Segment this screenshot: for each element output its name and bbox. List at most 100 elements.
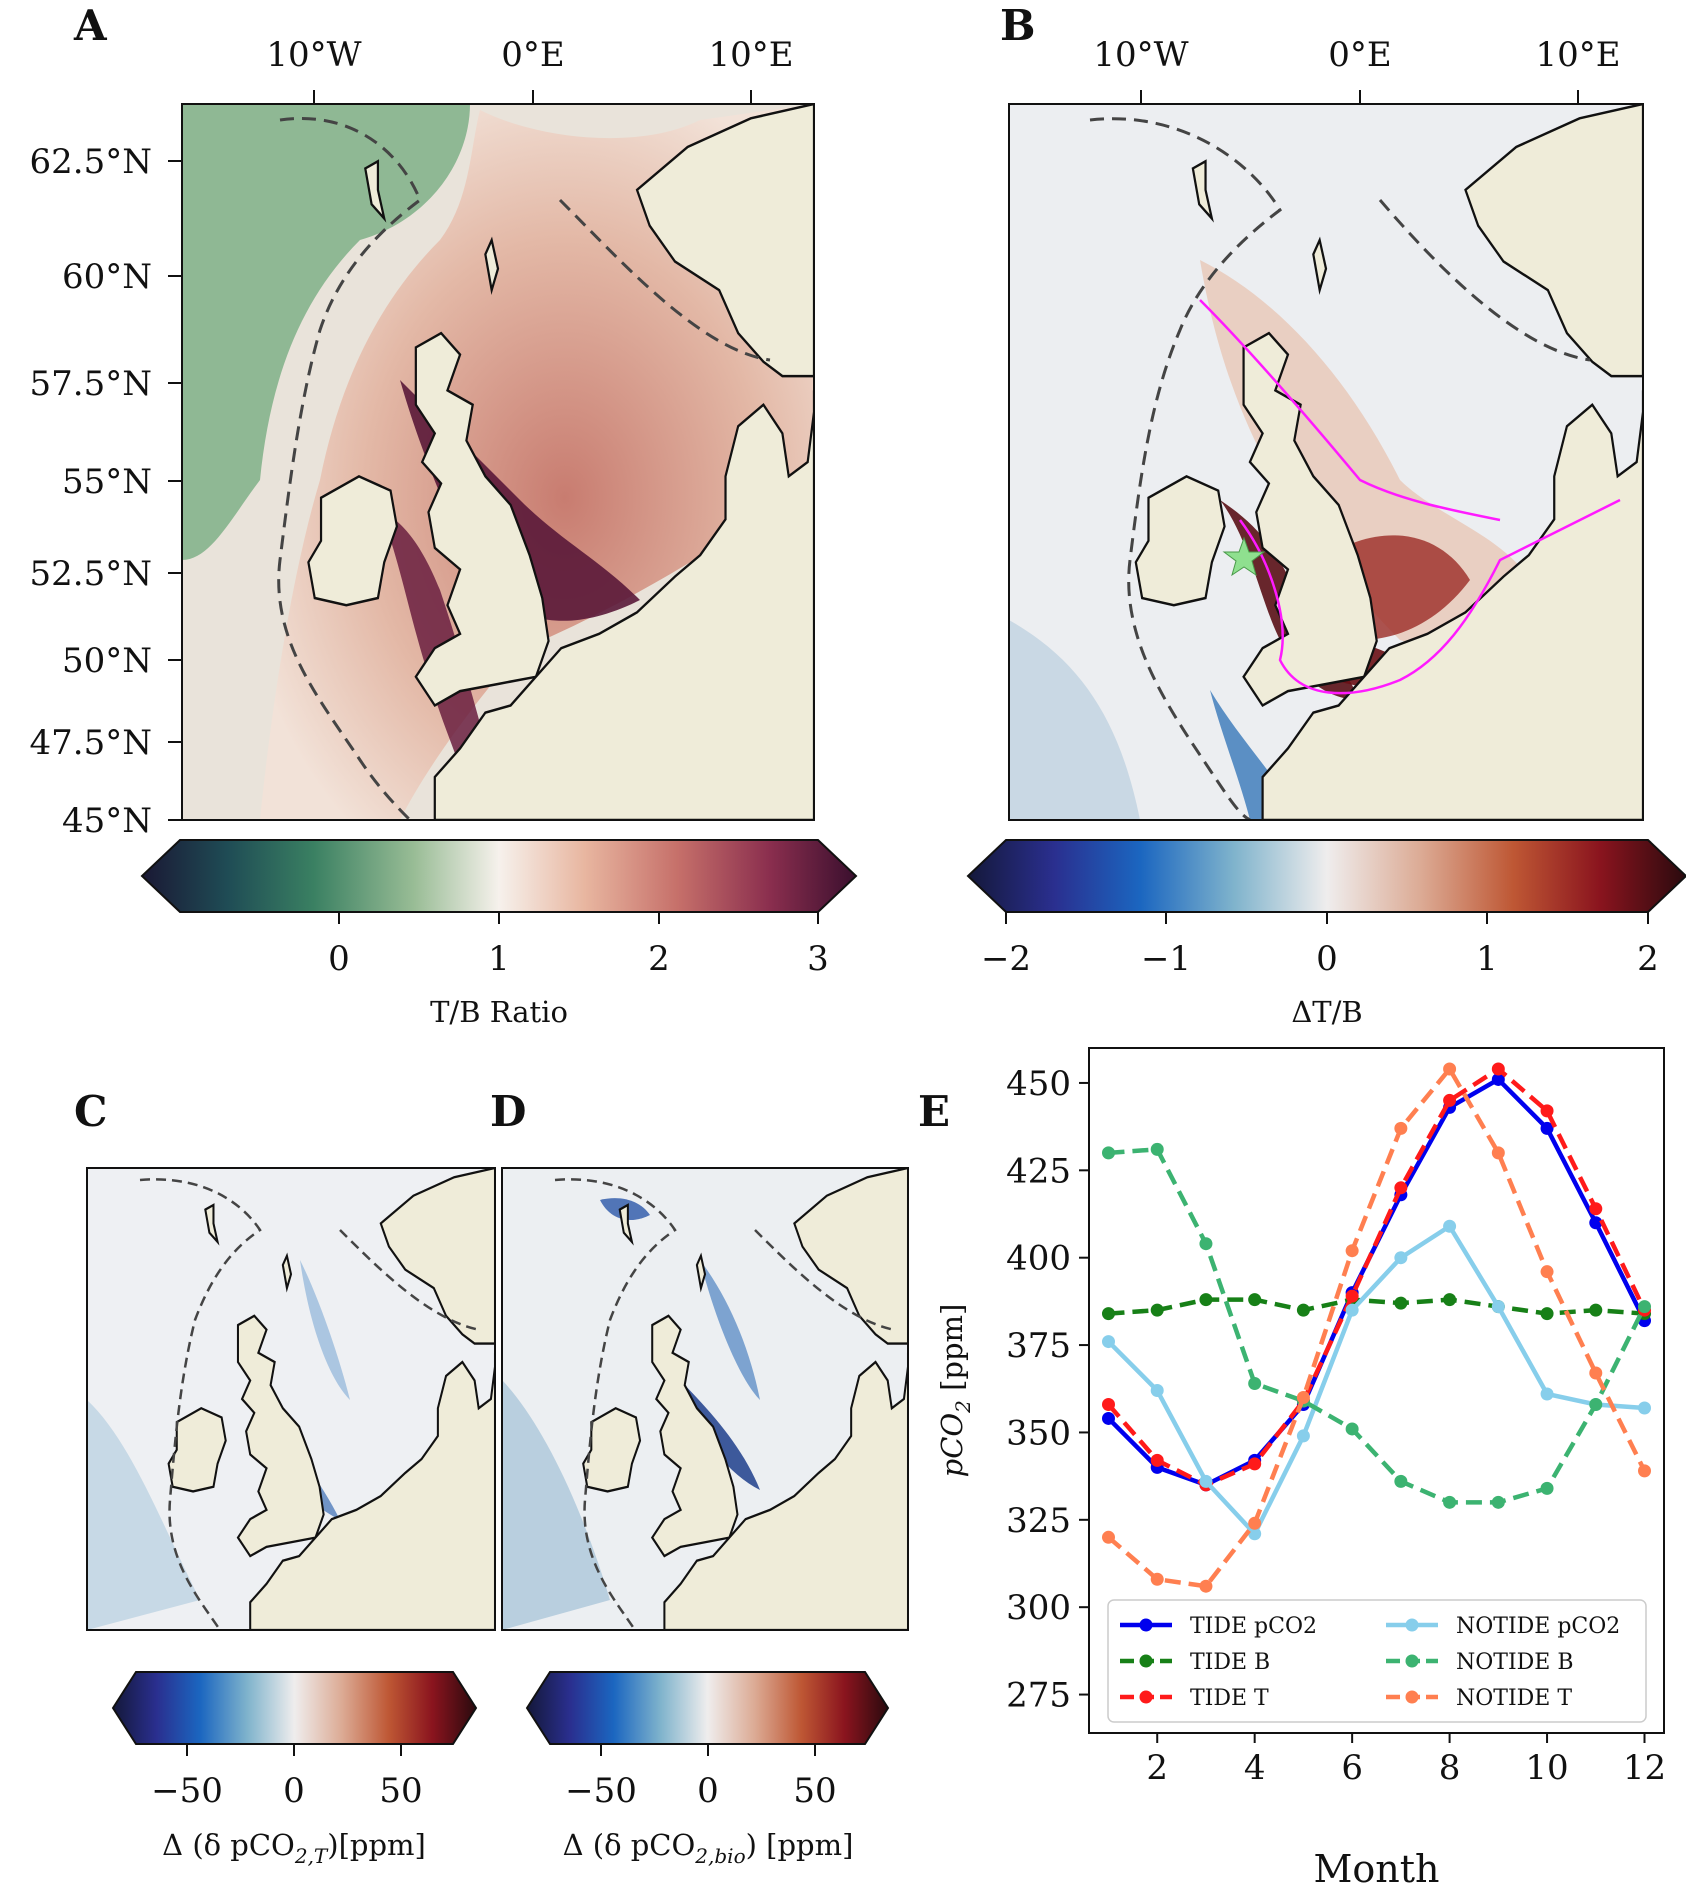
location-star-icon [1222, 536, 1266, 577]
panel-letter: C [74, 1087, 107, 1136]
data-point [1540, 1265, 1554, 1279]
x-tick-label: 10 [1525, 1748, 1568, 1788]
data-point [1101, 1335, 1115, 1349]
legend-box [1107, 1599, 1647, 1723]
data-point [1150, 1142, 1164, 1156]
series-line [1107, 1065, 1647, 1589]
data-point [1345, 1244, 1359, 1258]
data-point [1491, 1072, 1505, 1086]
series-line [1106, 1066, 1647, 1488]
colorbar-label: Δ (δ pCO2,bio) [ppm] [563, 1828, 854, 1868]
colorbar-tick-label: 0 [328, 939, 350, 979]
colorbar-label: Δ (δ pCO2,T)[ppm] [162, 1828, 426, 1868]
data-point [1101, 1530, 1115, 1544]
data-point [1589, 1397, 1603, 1411]
legend-label: TIDE pCO2 [1190, 1614, 1317, 1639]
legend-label: NOTIDE B [1456, 1650, 1574, 1675]
data-point [1540, 1121, 1554, 1135]
panel-d: D −50 0 50 Δ (δ pCO2,bio) [ppm [490, 1087, 909, 1868]
legend-label: NOTIDE pCO2 [1456, 1614, 1620, 1639]
series-tide-t [1101, 1062, 1652, 1492]
data-point [1248, 1516, 1262, 1530]
data-point [1589, 1303, 1603, 1317]
colorbar-d: −50 0 50 Δ (δ pCO2,bio) [ppm] [525, 1671, 890, 1868]
x-axis-label: Month [1313, 1847, 1439, 1888]
series-notide-t [1101, 1062, 1652, 1593]
series-notide-b [1101, 1142, 1652, 1509]
lon-tick-label: 0°E [1328, 35, 1391, 75]
data-point [1540, 1307, 1554, 1321]
data-point [1589, 1366, 1603, 1380]
data-point [1345, 1289, 1359, 1303]
data-point [1345, 1303, 1359, 1317]
legend-marker [1405, 1690, 1419, 1704]
data-point [1248, 1377, 1262, 1391]
series-line [1108, 1147, 1647, 1505]
panel-e: E 2 4 6 8 10 12 275 300 325 350 375 400 425 450 Month p… [918, 1047, 1666, 1888]
lon-tick-label: 10°E [708, 35, 793, 75]
lat-tick-label: 62.5°N [30, 142, 152, 182]
data-point [1443, 1062, 1457, 1076]
series-line [1108, 1297, 1645, 1316]
lat-tick-label: 52.5°N [30, 554, 152, 594]
map-frame [501, 1167, 909, 1631]
data-point [1199, 1474, 1213, 1488]
data-point [1394, 1296, 1408, 1310]
data-point [1443, 1495, 1457, 1509]
data-point [1491, 1146, 1505, 1160]
x-tick-label: 6 [1341, 1748, 1363, 1788]
legend-marker [1139, 1654, 1153, 1668]
legend-marker [1405, 1654, 1419, 1668]
data-point [1248, 1293, 1262, 1307]
lon-tick-label: 10°W [266, 35, 361, 75]
colorbar-tick-label: 3 [807, 939, 829, 979]
data-point [1199, 1293, 1213, 1307]
data-point [1394, 1251, 1408, 1265]
colorbar-tick-label: 50 [793, 1771, 836, 1811]
lat-tick-label: 60°N [62, 257, 152, 297]
data-point [1394, 1121, 1408, 1135]
lat-tick-label: 50°N [62, 641, 152, 681]
colorbar-tick-label: 1 [1476, 939, 1498, 979]
data-point [1101, 1411, 1115, 1425]
panel-letter: A [73, 1, 108, 50]
data-point [1296, 1303, 1310, 1317]
line-chart: 2 4 6 8 10 12 275 300 325 350 375 400 425 450 Month pCO… [935, 1047, 1666, 1888]
data-point [1248, 1457, 1262, 1471]
data-point [1296, 1390, 1310, 1404]
y-tick-label: 300 [1006, 1588, 1071, 1628]
legend: TIDE pCO2 NOTIDE pCO2 TIDE B NOTIDE B TIDE T… [1107, 1599, 1647, 1723]
series-line [1106, 1223, 1645, 1538]
colorbar-tick-label: 50 [379, 1771, 422, 1811]
colorbar-tick-label: −2 [981, 939, 1031, 979]
series-notide-pco2 [1101, 1219, 1652, 1541]
data-point [1150, 1384, 1164, 1397]
legend-marker [1405, 1618, 1419, 1632]
data-point [1394, 1181, 1408, 1195]
data-point [1491, 1495, 1505, 1509]
colorbar-tick-label: −1 [1141, 939, 1191, 979]
legend-label: TIDE T [1190, 1686, 1269, 1711]
y-tick-label: 400 [1006, 1239, 1071, 1279]
y-tick-label: 450 [1006, 1064, 1071, 1104]
colorbar-a: 0 1 2 3 T/B Ratio [140, 839, 858, 1029]
data-point [1443, 1293, 1457, 1307]
data-point [1638, 1464, 1652, 1478]
colorbar-tick-label: 2 [648, 939, 670, 979]
colorbar-label: ΔT/B [1291, 995, 1362, 1029]
data-point [1101, 1307, 1115, 1321]
panel-c: C [74, 1087, 496, 1868]
plot-frame [1088, 1047, 1665, 1734]
lat-tick-label: 47.5°N [30, 723, 152, 763]
x-tick-label: 8 [1439, 1748, 1461, 1788]
y-axis-label: pCO2 [ppm] [935, 1304, 975, 1478]
lon-tick-label: 10°E [1535, 35, 1620, 75]
contour-line [1199, 299, 1621, 695]
data-point [1150, 1303, 1164, 1317]
panel-a: A 10°W 0°E 10°E [30, 1, 858, 1029]
data-point [1199, 1579, 1213, 1593]
data-point [1199, 1237, 1213, 1251]
colorbar-b: −2 −1 0 1 2 ΔT/B [966, 839, 1686, 1029]
colorbar-tick-label: −50 [151, 1771, 223, 1811]
